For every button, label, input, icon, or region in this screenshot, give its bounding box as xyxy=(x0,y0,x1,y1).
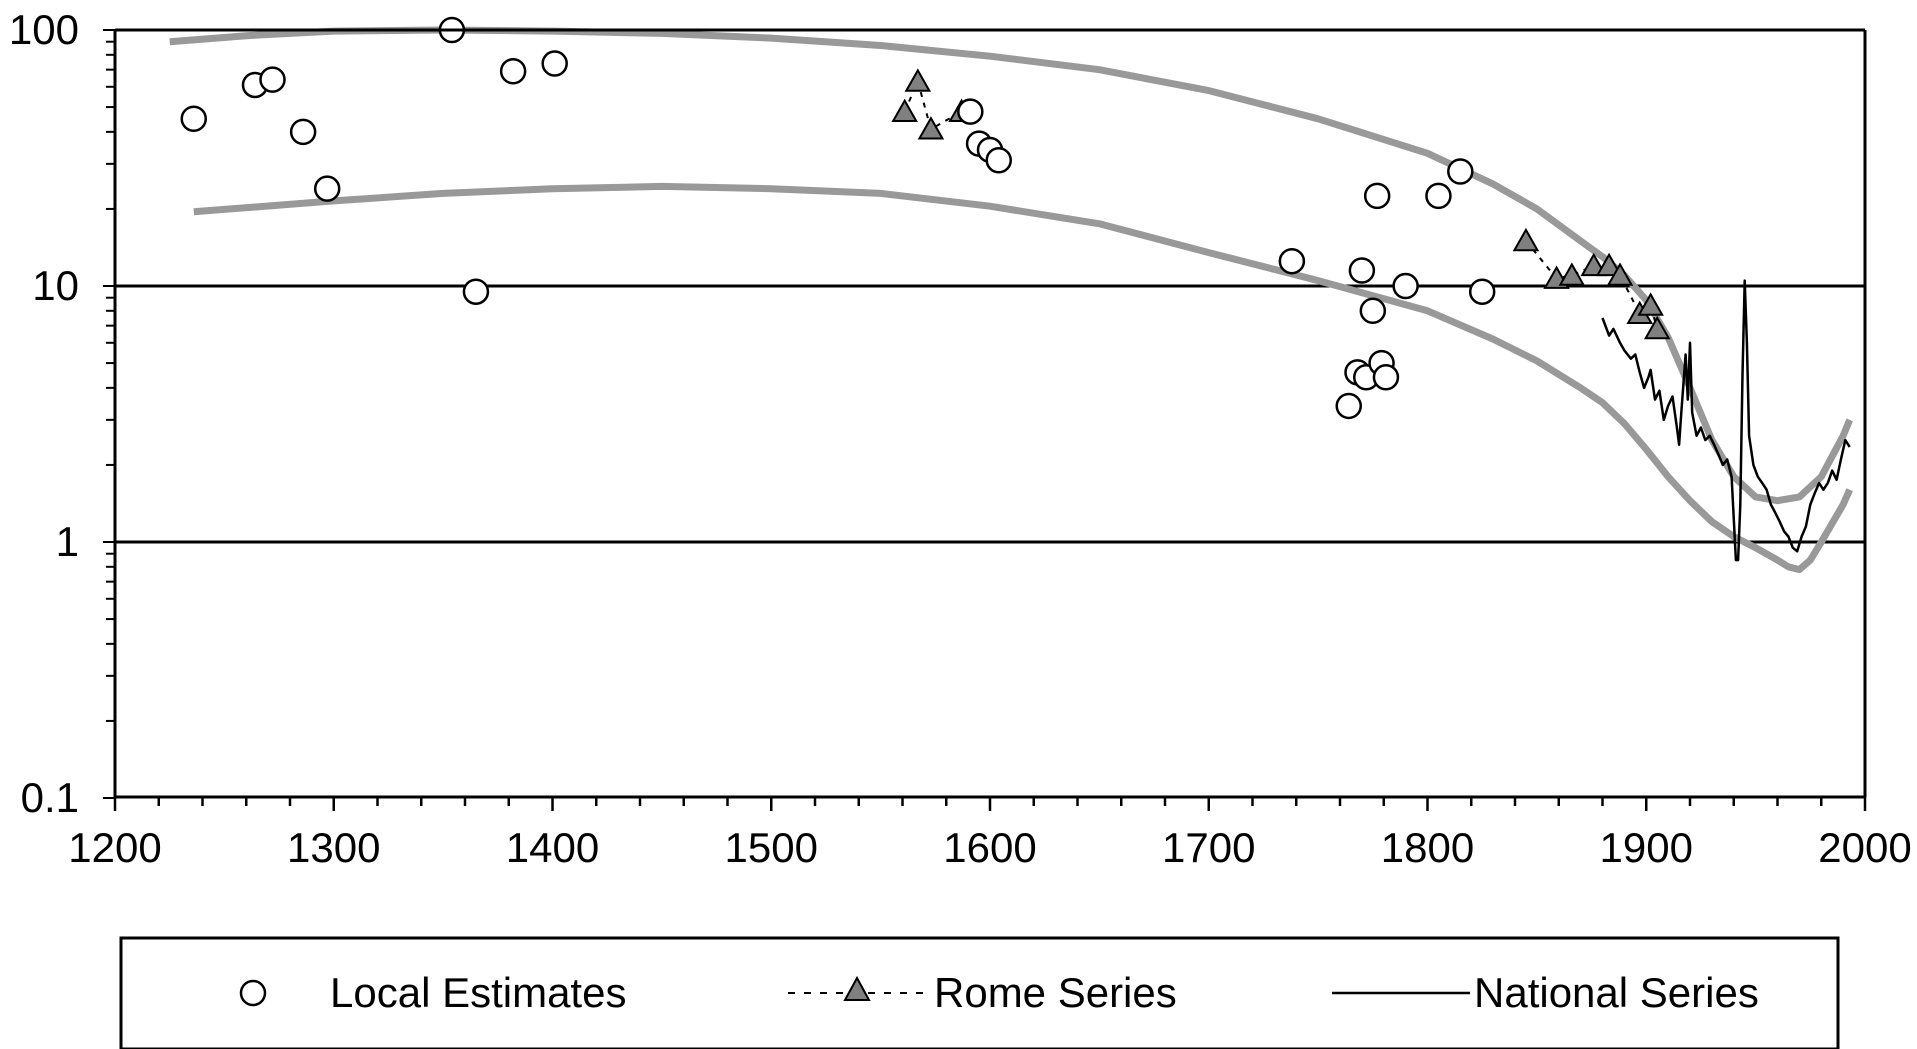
local-estimate-point-9 xyxy=(957,98,984,125)
local-estimate-point-8 xyxy=(541,50,568,77)
x-tick-label-1500: 1500 xyxy=(725,824,818,871)
local-estimate-point-3 xyxy=(289,118,317,146)
legend-local-marker xyxy=(239,979,267,1007)
local-estimate-point-4 xyxy=(313,175,341,202)
x-tick-label-1800: 1800 xyxy=(1381,824,1474,871)
rome-point-1-5 xyxy=(1606,262,1634,286)
x-tick-label-1600: 1600 xyxy=(943,824,1036,871)
legend-local-label: Local Estimates xyxy=(330,969,626,1016)
envelope-lower-curve xyxy=(193,182,1853,574)
local-estimate-point-12 xyxy=(985,146,1012,174)
envelope-upper-curve xyxy=(169,26,1853,505)
rome-point-1-4 xyxy=(1595,252,1623,277)
legend-rome-label: Rome Series xyxy=(934,969,1177,1016)
legend-rome-marker xyxy=(843,975,871,1001)
x-tick-label-1300: 1300 xyxy=(287,824,380,871)
legend-box xyxy=(119,936,1840,1049)
rome-series-lines xyxy=(903,78,1659,330)
local-estimate-point-21 xyxy=(1372,364,1400,391)
x-tick-label-1200: 1200 xyxy=(68,824,161,871)
local-estimate-point-14 xyxy=(1335,392,1362,420)
national-series xyxy=(1601,279,1851,562)
local-estimates-series xyxy=(180,16,1496,420)
rome-point-1-2 xyxy=(1558,262,1586,286)
x-tick-label-1400: 1400 xyxy=(506,824,599,871)
gridlines xyxy=(115,284,1865,544)
local-estimate-point-24 xyxy=(1447,158,1474,185)
rome-point-0-1 xyxy=(904,68,932,92)
local-estimate-point-2 xyxy=(259,66,286,93)
rome-point-0-2 xyxy=(917,116,945,140)
ticks xyxy=(103,29,1867,811)
tick-labels: 1200 1300 1400 1500 1600 1700 1800 1900 2000 100 1… xyxy=(9,6,1912,871)
local-estimate-point-19 xyxy=(1363,182,1391,210)
legend-national-label: National Series xyxy=(1474,969,1759,1016)
local-estimate-point-13 xyxy=(1278,247,1306,275)
rome-point-1-8 xyxy=(1643,315,1671,340)
legend: Local Estimates Rome Series National Ser… xyxy=(119,936,1840,1049)
y-tick-label-100: 100 xyxy=(9,6,79,53)
local-estimate-point-22 xyxy=(1392,272,1419,300)
local-estimate-point-0 xyxy=(180,105,207,133)
local-estimate-point-18 xyxy=(1359,297,1387,325)
rome-point-1-7 xyxy=(1637,292,1664,316)
national-series-line xyxy=(1601,279,1851,562)
local-estimate-point-6 xyxy=(462,278,490,305)
x-tick-label-1700: 1700 xyxy=(1162,824,1255,871)
x-tick-label-2000: 2000 xyxy=(1818,824,1911,871)
y-tick-label-1: 1 xyxy=(56,518,79,565)
local-estimate-point-23 xyxy=(1425,182,1452,210)
local-estimate-point-16 xyxy=(1348,257,1376,284)
x-tick-label-1900: 1900 xyxy=(1600,824,1693,871)
envelope-curves xyxy=(169,26,1853,574)
y-tick-label-10: 10 xyxy=(32,262,79,309)
local-estimate-point-25 xyxy=(1468,278,1496,305)
rome-point-0-0 xyxy=(891,98,918,122)
y-tick-label-0.1: 0.1 xyxy=(21,774,79,821)
rome-point-1-0 xyxy=(1512,227,1540,252)
local-estimate-point-7 xyxy=(499,58,527,85)
rome-series-line-0 xyxy=(903,78,963,131)
